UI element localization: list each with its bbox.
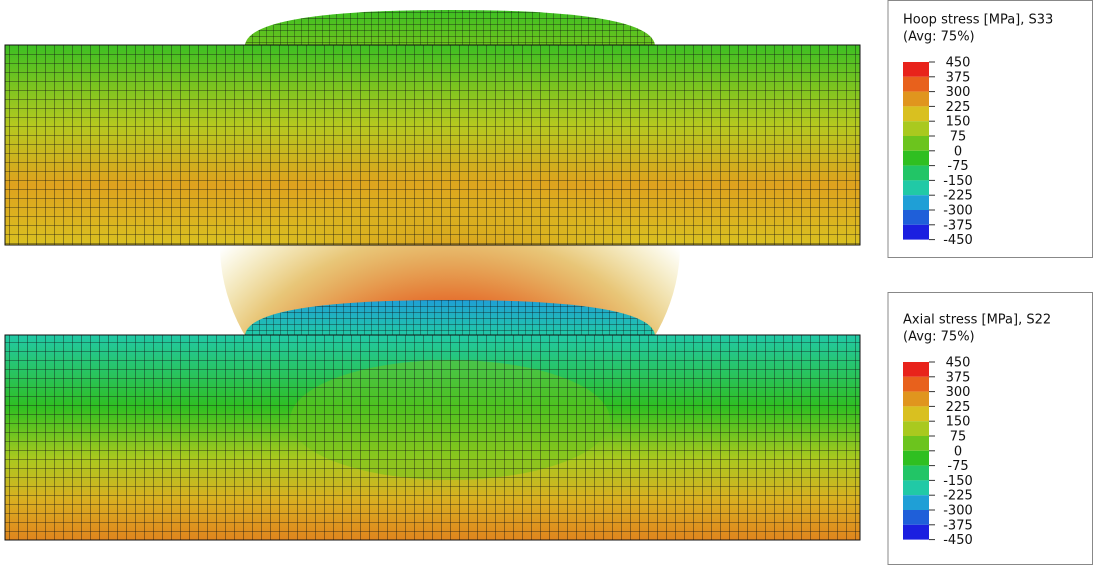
legend-tick-label: -225 xyxy=(943,189,973,204)
legend-tick-label: 75 xyxy=(950,430,967,445)
legend-swatch xyxy=(903,195,929,210)
legend-tick-label: -75 xyxy=(947,159,968,174)
legend-tick-label: 375 xyxy=(946,70,971,85)
legend-tick-label: 225 xyxy=(946,100,971,115)
legend-swatch xyxy=(903,510,929,525)
legend-tick-label: 75 xyxy=(950,130,967,145)
legend-tick-label: -150 xyxy=(943,174,973,189)
legend-tick-label: 300 xyxy=(946,385,971,400)
legend-swatch xyxy=(903,77,929,92)
legend-tick-label: -375 xyxy=(943,518,973,533)
legend-swatch xyxy=(903,362,929,377)
legend-swatch xyxy=(903,392,929,407)
legend-subtitle: (Avg: 75%) xyxy=(903,30,975,45)
legend-swatch xyxy=(903,106,929,121)
mesh xyxy=(5,45,860,245)
legend-tick-label: 0 xyxy=(954,144,962,159)
legend-swatch xyxy=(903,166,929,181)
legend-title: Axial stress [MPa], S22 xyxy=(903,313,1051,328)
legend-swatch xyxy=(903,421,929,436)
legend-swatch xyxy=(903,180,929,195)
legend-swatch xyxy=(903,151,929,166)
mesh xyxy=(5,335,860,540)
legend-tick-label: -300 xyxy=(943,504,973,519)
legend-swatch xyxy=(903,525,929,540)
legend-tick-label: 150 xyxy=(946,115,971,130)
axial-contour xyxy=(5,300,860,540)
legend-tick-label: 450 xyxy=(946,356,971,371)
legend-tick-label: 375 xyxy=(946,370,971,385)
legend-swatch xyxy=(903,92,929,107)
legend-swatch xyxy=(903,210,929,225)
legend-tick-label: 300 xyxy=(946,85,971,100)
legend-swatch xyxy=(903,480,929,495)
legend-tick-label: -450 xyxy=(943,533,973,548)
legend-swatch xyxy=(903,62,929,77)
legend-tick-label: 150 xyxy=(946,415,971,430)
legend-swatch xyxy=(903,466,929,481)
legend-tick-label: -375 xyxy=(943,218,973,233)
legend-tick-label: -225 xyxy=(943,489,973,504)
legend-tick-label: 225 xyxy=(946,400,971,415)
legend-title: Hoop stress [MPa], S33 xyxy=(903,13,1053,28)
cap-mesh xyxy=(245,10,655,45)
legend-tick-label: -300 xyxy=(943,204,973,219)
legend-tick-label: 0 xyxy=(954,444,962,459)
legend-subtitle: (Avg: 75%) xyxy=(903,330,975,345)
legend-swatch xyxy=(903,225,929,240)
legend-swatch xyxy=(903,451,929,466)
legend-tick-label: -450 xyxy=(943,233,973,248)
legend-tick-label: -75 xyxy=(947,459,968,474)
legend-swatch xyxy=(903,495,929,510)
legend-swatch xyxy=(903,136,929,151)
legend-swatch xyxy=(903,406,929,421)
legend-swatch xyxy=(903,377,929,392)
legend-tick-label: -150 xyxy=(943,474,973,489)
legend-swatch xyxy=(903,436,929,451)
figure: Hoop stress [MPa], S33(Avg: 75%)45037530… xyxy=(0,0,1093,565)
legend-tick-label: 450 xyxy=(946,56,971,71)
legend-swatch xyxy=(903,121,929,136)
